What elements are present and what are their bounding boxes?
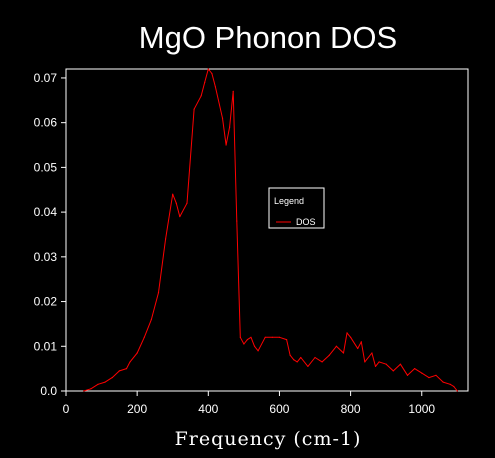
data-point: [239, 336, 241, 338]
data-point: [83, 390, 85, 392]
data-point: [442, 381, 444, 383]
data-point: [179, 215, 181, 218]
x-tick-label: 200: [127, 402, 147, 416]
data-point: [232, 90, 234, 92]
data-point: [360, 341, 362, 343]
y-tick-label: 0.06: [34, 116, 58, 130]
series-points-dos: [83, 68, 458, 392]
data-point: [143, 336, 145, 338]
series-layer: [83, 68, 458, 392]
data-point: [374, 365, 377, 368]
x-tick-label: 1000: [408, 402, 435, 416]
data-point: [90, 388, 92, 390]
data-point: [214, 86, 217, 88]
data-point: [364, 361, 366, 363]
chart-title: MgO Phonon DOS: [139, 20, 397, 55]
y-tick-label: 0.01: [34, 339, 58, 353]
data-point: [357, 347, 359, 350]
x-axis-ticks: 0 200 400 600 800 1000: [63, 391, 435, 416]
data-point: [264, 336, 266, 338]
data-point: [350, 336, 352, 338]
data-point: [243, 343, 245, 345]
data-point: [278, 336, 281, 338]
x-axis-label: Frequency (cm-1): [175, 428, 362, 450]
data-point: [111, 376, 113, 379]
data-point: [385, 363, 387, 365]
data-point: [236, 220, 238, 222]
data-point: [165, 238, 167, 240]
data-point: [399, 363, 402, 365]
legend-title: Legend: [274, 196, 304, 206]
data-point: [250, 336, 252, 338]
data-point: [257, 350, 259, 352]
data-point: [125, 368, 128, 370]
y-tick-label: 0.02: [34, 295, 58, 309]
legend-box: [268, 187, 325, 229]
data-point: [271, 336, 273, 338]
data-point: [406, 374, 409, 376]
data-point: [435, 374, 437, 376]
data-point: [104, 381, 106, 383]
x-tick-label: 600: [269, 402, 289, 416]
y-tick-label: 0.03: [34, 250, 58, 264]
y-tick-label: 0.04: [34, 205, 58, 219]
data-point: [414, 368, 416, 370]
data-point: [172, 193, 174, 195]
data-point: [293, 359, 295, 361]
data-point: [246, 338, 249, 341]
data-point: [157, 292, 160, 294]
data-point: [392, 370, 394, 372]
data-point: [211, 72, 213, 75]
data-point: [118, 370, 120, 372]
data-point: [229, 126, 231, 128]
x-tick-label: 0: [63, 402, 70, 416]
data-point: [371, 352, 373, 354]
x-tick-label: 800: [341, 402, 361, 416]
plot-frame: [65, 68, 469, 392]
data-point: [307, 365, 309, 368]
legend-label-dos: DOS: [296, 217, 316, 227]
data-point: [300, 356, 302, 359]
data-point: [129, 361, 131, 363]
data-point: [335, 345, 337, 347]
data-point: [221, 117, 224, 119]
data-point: [378, 361, 380, 363]
data-point: [456, 390, 458, 392]
data-point: [193, 108, 195, 110]
legend: Legend DOS: [268, 187, 325, 229]
data-point: [175, 202, 177, 204]
data-point: [186, 202, 188, 204]
y-tick-label: 0.0: [40, 384, 57, 398]
data-point: [289, 354, 291, 356]
data-point: [342, 352, 345, 354]
data-point: [314, 356, 316, 359]
y-tick-label: 0.07: [34, 71, 58, 85]
data-point: [200, 95, 202, 97]
x-tick-label: 400: [198, 402, 218, 416]
y-tick-label: 0.05: [34, 160, 58, 174]
data-point: [207, 68, 209, 70]
data-point: [346, 332, 348, 334]
y-axis-ticks: 0.0 0.01 0.02 0.03 0.04 0.05 0.06 0.07: [34, 71, 66, 398]
data-point: [225, 144, 227, 146]
data-point: [453, 385, 455, 388]
data-point: [421, 372, 423, 374]
data-point: [449, 383, 451, 385]
data-point: [150, 318, 152, 321]
data-point: [204, 81, 206, 84]
series-line-dos: [83, 68, 458, 392]
data-point: [296, 361, 298, 363]
data-point: [428, 376, 430, 379]
data-point: [97, 383, 99, 385]
data-point: [253, 345, 256, 347]
data-point: [321, 361, 323, 363]
data-point: [328, 354, 330, 356]
data-point: [136, 352, 138, 354]
data-point: [285, 338, 288, 341]
